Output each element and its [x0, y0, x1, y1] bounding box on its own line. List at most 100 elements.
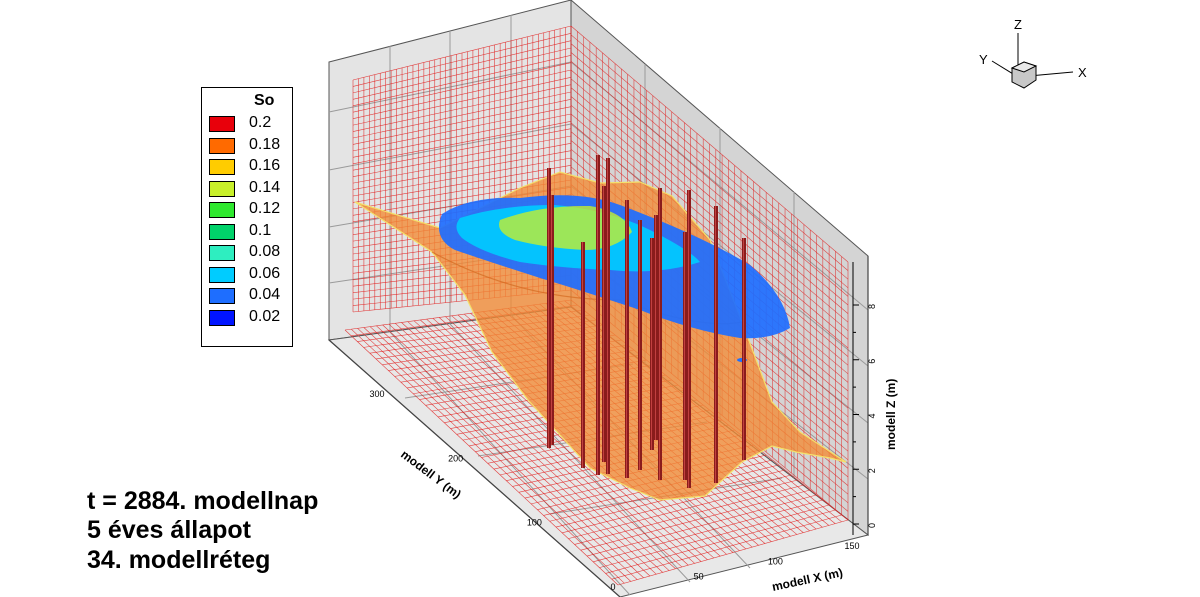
- well-rod-highlight: [684, 232, 685, 480]
- legend-swatch: [209, 202, 235, 218]
- z-tick-label: 8: [867, 304, 877, 309]
- legend-label: 0.16: [249, 157, 281, 174]
- legend-swatch: [209, 266, 235, 283]
- grid-line: [352, 91, 572, 139]
- grid-line: [420, 319, 695, 564]
- legend-label: 0.04: [249, 286, 281, 303]
- grid-line: [352, 77, 572, 126]
- legend-swatch: [209, 116, 235, 132]
- grid-line: [352, 143, 572, 184]
- legend-swatch: [209, 288, 235, 304]
- x-tick-label: 50: [694, 572, 704, 582]
- contour-legend: So 0.2 0.18 0.16 0.14 0.12 0.1 0.08 0.06 0.04 0.0…: [201, 87, 293, 347]
- z-tick-label: 2: [867, 468, 877, 473]
- y-tick-label: 200: [448, 453, 463, 463]
- triad-y-label: Y: [979, 52, 988, 67]
- well-rod-highlight: [597, 155, 598, 475]
- grid-line: [570, 78, 849, 314]
- legend-swatch: [209, 180, 235, 197]
- legend-label: 0.02: [249, 307, 281, 325]
- box-edge-front: [328, 339, 621, 597]
- y-tick-label: 100: [527, 518, 542, 528]
- well-rod-highlight: [651, 238, 652, 450]
- legend-entry: 0.14: [209, 178, 291, 199]
- grid-line: [570, 52, 849, 289]
- y-tick-label: 300: [369, 389, 384, 399]
- legend-entry: 0.12: [209, 199, 291, 220]
- legend-swatch: [209, 223, 235, 240]
- y-tick-label: 0: [610, 582, 615, 592]
- grid-line: [344, 329, 619, 586]
- grid-line: [357, 328, 631, 582]
- well-rod-highlight: [548, 168, 549, 448]
- grid-line: [352, 157, 572, 197]
- grid-line: [352, 106, 572, 152]
- grid-line: [382, 324, 657, 575]
- well-rod-highlight: [582, 242, 583, 468]
- grid-line: [352, 172, 572, 210]
- grid-line: [388, 323, 663, 573]
- grid-line: [570, 113, 849, 349]
- grid-line: [352, 62, 572, 113]
- grid-line: [352, 47, 572, 100]
- well-rod-highlight: [659, 188, 660, 480]
- well-rod-highlight: [551, 195, 552, 445]
- legend-swatch: [209, 159, 235, 175]
- grid-line: [352, 135, 572, 177]
- grid-line: [401, 322, 676, 569]
- grid-line: [352, 69, 572, 119]
- legend-title: So: [254, 92, 275, 109]
- z-tick-label: 6: [867, 359, 877, 364]
- z-axis-label: modell Z (m): [884, 379, 898, 450]
- triad-z-label: Z: [1014, 17, 1022, 32]
- z-tick-label: 4: [867, 413, 877, 418]
- grid-line: [352, 33, 572, 87]
- grid-line: [570, 43, 849, 280]
- grid-line: [352, 128, 572, 171]
- legend-entry: 0.16: [209, 156, 291, 177]
- grid-line: [570, 60, 849, 297]
- legend-entry: 0.06: [209, 264, 291, 285]
- grid-line: [426, 318, 702, 562]
- orientation-triad: Z X Y: [979, 17, 1087, 89]
- x-axis-label: modell X (m): [771, 565, 844, 594]
- well-rod-highlight: [626, 200, 627, 478]
- legend-label: 0.2: [249, 114, 272, 131]
- grid-line: [352, 150, 572, 190]
- legend-entry: 0.2: [209, 113, 291, 134]
- legend-swatch: [209, 137, 235, 154]
- annotation-time: t = 2884. modellnap: [87, 487, 319, 515]
- grid-line: [369, 326, 644, 578]
- legend-entry: 0.02: [209, 307, 291, 328]
- legend-entry: 0.04: [209, 285, 291, 306]
- grid-line: [570, 96, 849, 332]
- grid-line: [407, 321, 683, 568]
- grid-line: [352, 40, 572, 94]
- well-rod-highlight: [715, 206, 716, 483]
- x-tick-label: 100: [768, 556, 783, 566]
- x-tick-label: 150: [844, 541, 859, 551]
- grid-line: [352, 55, 572, 107]
- grid-line: [352, 121, 572, 165]
- well-rod-highlight: [639, 220, 640, 470]
- legend-swatch: [209, 309, 235, 326]
- annotation-state: 5 éves állapot: [87, 516, 251, 544]
- annotation-layer: 34. modellréteg: [87, 546, 271, 574]
- legend-swatch: [209, 245, 235, 261]
- grid-line: [363, 327, 638, 580]
- z-axis-ticks: 0 2 4 6 8: [853, 304, 877, 528]
- grid-line: [352, 84, 572, 132]
- legend-entry: 0.18: [209, 135, 291, 156]
- well-rod-highlight: [655, 215, 656, 440]
- grid-line: [351, 328, 625, 584]
- z-tick-label: 0: [867, 523, 877, 528]
- well-rod-highlight: [688, 190, 689, 488]
- grid-line: [570, 25, 849, 263]
- triad-x-label: X: [1078, 65, 1087, 80]
- legend-label: 0.14: [249, 178, 281, 196]
- grid-line: [352, 99, 572, 145]
- grid-line: [570, 69, 849, 306]
- well-rod-highlight: [603, 186, 604, 462]
- legend-label: 0.06: [249, 264, 281, 282]
